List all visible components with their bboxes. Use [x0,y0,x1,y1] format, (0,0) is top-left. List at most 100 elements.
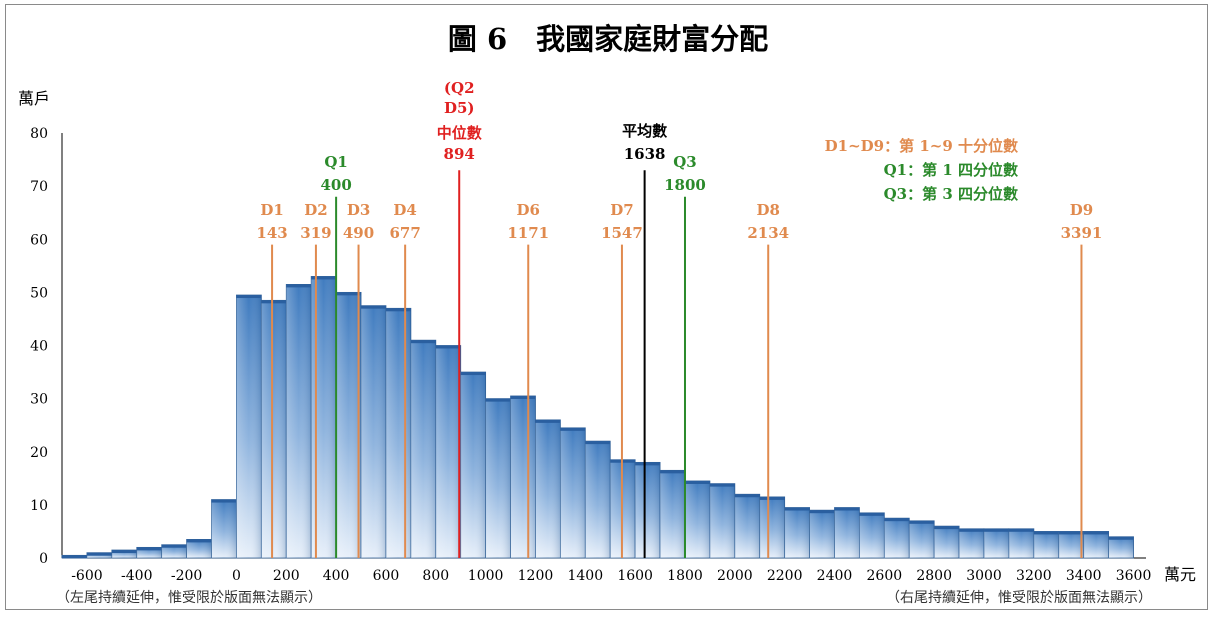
histogram-bar-cap [62,555,87,559]
marker-D7: D7 1547 [601,201,643,558]
histogram-bar-cap [984,528,1009,532]
histogram-bar-shade [186,539,212,558]
histogram-bar-shade [336,292,362,558]
histogram-bar-cap [361,305,386,309]
histogram-bar-shade [809,510,835,558]
histogram-bar-cap [460,372,486,376]
x-tick-label: 1200 [518,568,554,584]
histogram-bar-cap [86,552,112,556]
left-tail-note: （左尾持續延伸，惟受限於版面無法顯示） [56,590,322,606]
histogram-bar-shade [286,284,312,558]
histogram-bar [360,305,387,559]
histogram-bar-cap [336,292,362,296]
x-tick-label: -600 [71,568,102,584]
histogram-bar [859,512,885,559]
marker-Q3: Q3 1800 [664,153,706,558]
marker-value: 143 [256,224,287,242]
histogram-bar-shade [734,494,760,558]
x-tick-label: 2400 [817,568,853,584]
histogram-bar [1008,528,1035,559]
histogram-bar-shade [510,395,536,558]
y-tick-label: 70 [30,179,48,195]
histogram-bar [559,427,586,559]
y-tick-label: 80 [30,126,48,142]
marker-name: Q1 [324,153,348,171]
histogram-bar [983,528,1010,559]
marker-value: 1171 [507,224,549,242]
histogram-bar-cap [859,512,885,516]
legend-entry: D1~D9：第 1~9 十分位數 [825,137,1018,155]
x-tick-label: 1000 [468,568,504,584]
histogram-bar [809,509,835,559]
marker-value: 2134 [747,224,789,242]
histogram-bar [535,419,561,559]
marker-value: 400 [320,176,351,194]
marker-name: D4 [393,201,416,219]
histogram-bar-shade [834,507,860,558]
median-tag-line1: (Q2 [444,79,475,97]
marker-name: D9 [1070,201,1093,219]
histogram-bar [584,440,611,559]
marker-name: D7 [610,201,633,219]
marker-D9: D9 3391 [1061,201,1102,558]
marker-name: 中位數 [437,124,482,142]
histogram-bar-shade [435,345,461,558]
histogram-bar-cap [1008,528,1034,532]
histogram-bar [883,517,910,559]
histogram-bar [111,549,138,559]
histogram-bar [435,345,462,559]
histogram-bar-cap [585,441,611,445]
histogram-bar [186,539,212,559]
histogram-bar-shade [585,441,611,558]
histogram-bar [759,496,786,559]
histogram-bar [908,520,935,559]
marker-name: D8 [756,201,779,219]
marker-name: Q3 [673,153,697,171]
histogram-bar-shade [261,300,287,558]
histogram-bar-shade [934,526,960,558]
histogram-bar-cap [186,539,212,543]
marker-value: 1800 [664,176,706,194]
histogram-bar-cap [261,300,287,304]
histogram-bar-cap [959,528,985,532]
x-tick-label: 200 [273,568,300,584]
histogram-bar-cap [111,550,137,554]
histogram-bar-shade [959,528,985,558]
marker-value: 490 [343,224,374,242]
histogram-bar-cap [1058,531,1084,535]
histogram-bar-cap [560,427,586,431]
histogram-bar [86,552,113,559]
histogram-bar-shade [161,544,187,558]
x-tick-label: 0 [232,568,241,584]
histogram-bar-cap [535,419,561,423]
x-tick-label: 3600 [1116,568,1152,584]
histogram-bar-shade [1083,531,1109,558]
histogram-bar [709,483,736,559]
histogram-bar-shade [660,470,685,558]
x-tick-label: -200 [171,568,202,584]
histogram-bar-shade [361,305,386,558]
histogram-bar-cap [136,547,162,551]
x-tick-label: 1400 [567,568,603,584]
histogram-bar-shade [1058,531,1084,558]
axes: 0 10 20 30 40 50 60 70 80 -600 -400 -200 0 200 400 600 8… [30,126,1151,584]
histogram-bar-shade [485,398,511,558]
histogram-bar-cap [435,345,461,349]
x-tick-label: 600 [373,568,400,584]
legend: D1~D9：第 1~9 十分位數 Q1：第 1 四分位數 Q3：第 3 四分位數 [825,137,1018,203]
legend-entry: Q3：第 3 四分位數 [884,185,1018,203]
y-axis-unit: 萬戶 [18,89,50,108]
histogram-bar-shade [111,550,137,558]
histogram-bar-shade [410,340,436,558]
histogram-bar [485,398,511,559]
histogram-bar [634,461,661,559]
histogram-bar [1033,531,1060,559]
marker-D8: D8 2134 [747,201,789,558]
x-tick-label: 1600 [617,568,653,584]
histogram-bar-shade [560,427,586,558]
histogram-bar-cap [759,496,785,500]
